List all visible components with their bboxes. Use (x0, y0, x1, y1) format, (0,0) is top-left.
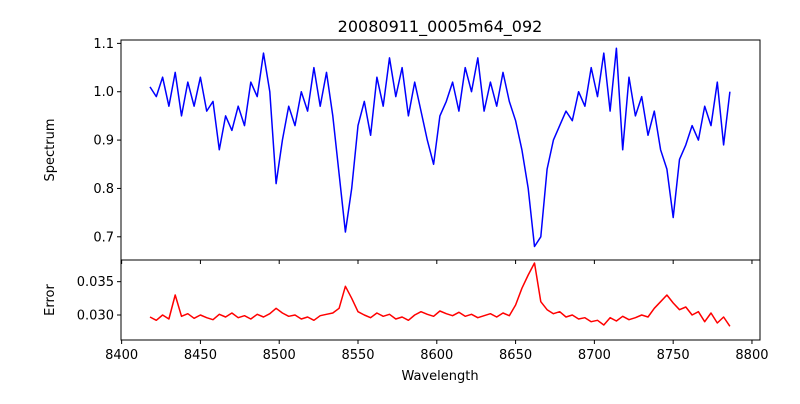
chart-title: 20080911_0005m64_092 (338, 17, 543, 37)
error-xtick-label: 8650 (499, 348, 532, 363)
spectrum-ytick-label: 1.1 (93, 37, 114, 52)
error-xtick-label: 8800 (735, 348, 768, 363)
spectrum-y-label: Spectrum (43, 119, 58, 182)
error-xtick-label: 8550 (341, 348, 374, 363)
error-xtick-label: 8750 (657, 348, 690, 363)
spectrum-ytick-label: 1.0 (93, 85, 114, 100)
error-panel: 0.030 0.035 8400 8450 8500 8550 8600 8650 8700 87… (77, 259, 769, 363)
spectrum-ytick-label: 0.8 (93, 182, 114, 197)
error-xtick-label: 8700 (578, 348, 611, 363)
spectrum-panel: 0.7 0.8 0.9 1.0 1.1 (93, 37, 761, 264)
error-axes-frame (120, 259, 761, 341)
error-y-label: Error (43, 284, 58, 316)
error-xtick-label: 8500 (263, 348, 296, 363)
error-ytick-label: 0.030 (77, 309, 114, 324)
error-xtick-label: 8600 (420, 348, 453, 363)
spectrum-axes-frame (120, 39, 761, 261)
spectrum-ytick-label: 0.7 (93, 230, 114, 245)
error-xtick-label: 8450 (184, 348, 217, 363)
spectrum-series-line (149, 47, 731, 248)
error-xtick-label: 8400 (105, 348, 138, 363)
error-ytick-label: 0.035 (77, 275, 114, 290)
spectrum-ytick-label: 0.9 (93, 134, 114, 149)
x-axis-label: Wavelength (401, 369, 478, 384)
error-series-line (149, 262, 731, 327)
